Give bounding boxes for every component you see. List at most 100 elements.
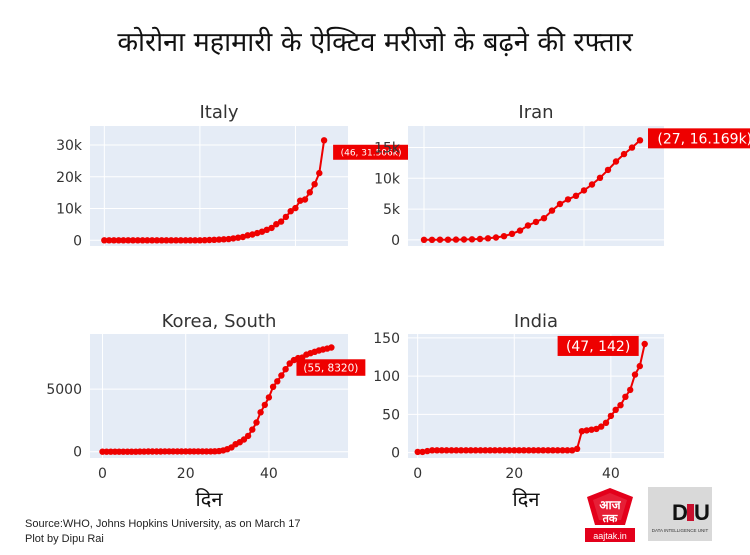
diu-logo: D U DATA INTELLIGENCE UNIT: [648, 487, 712, 541]
data-point: [544, 447, 552, 454]
data-point: [452, 236, 460, 243]
annotation-iran: (27, 16.169k): [648, 128, 750, 149]
x-tick-label: 40: [602, 466, 620, 482]
data-point: [105, 237, 113, 244]
data-point: [268, 224, 275, 232]
data-point: [428, 236, 436, 243]
data-point: [508, 230, 516, 237]
data-point: [436, 236, 444, 243]
svg-text:U: U: [694, 500, 710, 525]
x-tick-label: 20: [177, 466, 195, 482]
annotation-korea-south: (55, 8320): [296, 359, 366, 376]
data-point: [438, 447, 445, 454]
data-point: [311, 181, 318, 188]
data-point: [191, 237, 199, 244]
data-point: [548, 207, 556, 214]
x-axis-label-korea-south: दिन: [196, 487, 224, 511]
data-point: [444, 236, 452, 243]
data-point: [525, 447, 532, 454]
data-point: [120, 237, 127, 244]
subplot-india: 0 50 100 150 0 20 40 India (47, 142) दिन: [373, 311, 664, 511]
data-point: [556, 200, 564, 208]
data-point: [559, 447, 566, 454]
data-point: [244, 432, 252, 440]
data-point: [492, 234, 500, 241]
data-point: [622, 393, 629, 400]
data-point: [535, 447, 542, 454]
plot-area-italy: [90, 126, 348, 246]
data-point: [182, 237, 189, 244]
subplot-title-iran: Iran: [518, 102, 553, 123]
data-point: [443, 447, 450, 454]
annotation-label: (55, 8320): [303, 362, 358, 374]
data-point: [520, 447, 528, 454]
annotation-box: [648, 128, 750, 149]
data-point: [482, 447, 489, 454]
data-point: [468, 236, 476, 243]
data-point: [491, 447, 499, 454]
subplot-title-korea-south: Korea, South: [162, 311, 277, 332]
svg-text:तक: तक: [602, 512, 618, 525]
x-tick-label: 40: [260, 466, 278, 482]
data-point: [273, 221, 280, 228]
data-point: [234, 234, 242, 241]
y-tick-label: 0: [391, 233, 400, 249]
data-point: [211, 236, 218, 243]
subplot-italy: 0 10k 20k 30k Italy (46, 31.506k): [56, 102, 409, 249]
data-point: [617, 402, 624, 409]
data-point: [125, 237, 132, 244]
data-point: [569, 447, 576, 454]
data-point: [578, 428, 586, 435]
data-point: [253, 419, 260, 426]
data-point: [636, 362, 643, 370]
data-point: [419, 448, 426, 456]
data-point: [572, 192, 580, 199]
data-point: [187, 237, 194, 244]
data-point: [257, 409, 264, 416]
data-point: [277, 218, 285, 225]
data-point: [516, 227, 524, 234]
data-point: [628, 144, 636, 151]
data-point: [206, 236, 213, 244]
annotation-india: (47, 142): [557, 335, 639, 356]
data-point: [631, 371, 639, 378]
data-point: [596, 174, 604, 181]
annotation-label: (46, 31.506k): [341, 149, 402, 159]
data-point: [230, 235, 237, 242]
data-point: [588, 426, 595, 433]
data-point: [462, 447, 470, 454]
data-point: [261, 401, 268, 409]
annotation-box: [333, 144, 409, 160]
data-point: [636, 137, 644, 144]
data-point: [433, 447, 441, 454]
x-tick-label: 0: [413, 466, 422, 482]
data-point: [328, 344, 335, 351]
data-point: [168, 237, 175, 244]
data-point: [583, 427, 590, 434]
data-point: [530, 447, 537, 454]
annotation-label: (27, 16.169k): [657, 131, 750, 147]
data-point: [158, 237, 165, 244]
data-point: [201, 237, 208, 244]
data-point: [301, 196, 309, 203]
data-point: [254, 229, 261, 237]
subplot-title-italy: Italy: [199, 102, 238, 123]
data-point: [620, 150, 628, 158]
data-point: [540, 447, 547, 454]
data-point: [604, 166, 612, 174]
data-point: [506, 447, 513, 454]
credit-text: Plot by Dipu Rai: [25, 533, 104, 545]
data-point: [598, 423, 605, 430]
plot-area-iran: [408, 126, 664, 246]
y-tick-label: 10k: [56, 202, 83, 218]
data-point: [593, 425, 600, 433]
y-tick-label: 150: [373, 331, 400, 347]
data-point: [240, 436, 248, 443]
y-tick-label: 10k: [374, 171, 401, 187]
data-point: [244, 232, 251, 239]
y-tick-label: 0: [73, 233, 82, 249]
data-point: [196, 237, 204, 244]
data-point: [420, 236, 428, 243]
annotation-box: [296, 359, 366, 376]
data-point: [249, 426, 256, 433]
